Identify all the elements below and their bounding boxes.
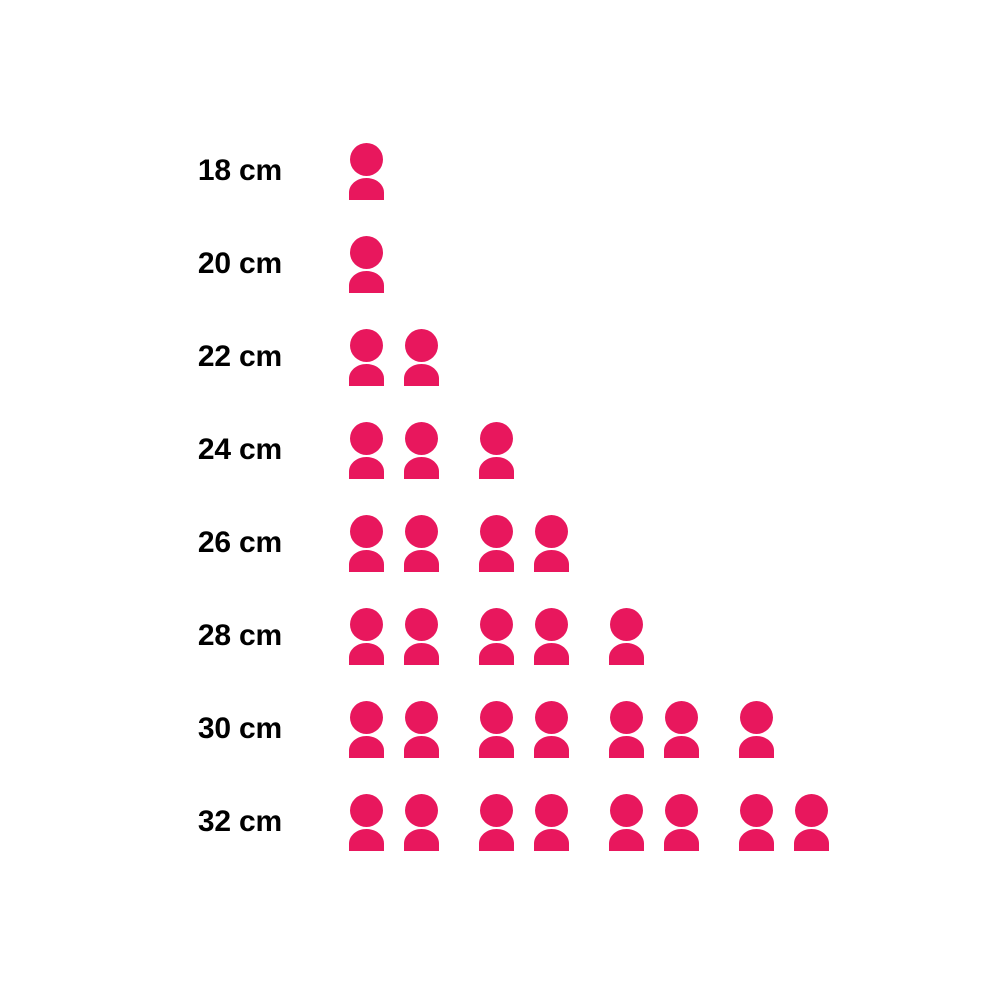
person-icon [534,515,569,572]
row-icon-group [343,142,390,200]
row-label: 32 cm [197,805,282,838]
row-icon-group [343,235,390,293]
icon-pair [473,793,575,851]
person-icon [479,608,514,665]
icon-pair [343,793,445,851]
pictogram-row: 28 cm [0,607,1000,665]
row-icon-group [343,328,445,386]
icon-pair [473,700,575,758]
person-icon [609,608,644,665]
person-icon [534,608,569,665]
person-icon [404,515,439,572]
person-icon [534,701,569,758]
person-icon [349,236,384,293]
icon-pair [343,700,445,758]
person-icon [349,515,384,572]
row-icon-group [343,421,520,479]
person-icon [664,701,699,758]
icon-pair [343,421,445,479]
icon-pair [603,700,705,758]
person-icon [739,794,774,851]
icon-pair [343,142,390,200]
icon-pair [473,514,575,572]
pictogram-row: 26 cm [0,514,1000,572]
person-icon [404,794,439,851]
row-label: 20 cm [197,247,282,280]
icon-pair [473,607,575,665]
person-icon [404,701,439,758]
pictogram-row: 24 cm [0,421,1000,479]
row-icon-group [343,514,575,572]
person-icon [349,794,384,851]
icon-pair [733,793,835,851]
row-label: 18 cm [197,154,282,187]
person-icon [794,794,829,851]
pictogram-row: 20 cm [0,235,1000,293]
person-icon [609,794,644,851]
icon-pair [343,607,445,665]
person-icon [534,794,569,851]
person-icon [664,794,699,851]
row-label: 26 cm [197,526,282,559]
icon-pair [733,700,780,758]
person-icon [349,329,384,386]
pictogram-row: 30 cm [0,700,1000,758]
person-icon [349,143,384,200]
row-label: 28 cm [197,619,282,652]
row-label: 22 cm [197,340,282,373]
pictogram-row: 18 cm [0,142,1000,200]
icon-pair [343,328,445,386]
icon-pair [473,421,520,479]
icon-pair [603,607,650,665]
row-icon-group [343,793,835,851]
person-icon [404,329,439,386]
row-icon-group [343,700,780,758]
person-icon [479,794,514,851]
pictogram-row: 32 cm [0,793,1000,851]
person-icon [479,422,514,479]
person-icon [404,422,439,479]
person-icon [404,608,439,665]
person-icon [349,422,384,479]
icon-pair [603,793,705,851]
person-icon [349,608,384,665]
person-icon [479,515,514,572]
person-icon [479,701,514,758]
row-label: 24 cm [197,433,282,466]
row-icon-group [343,607,650,665]
icon-pair [343,235,390,293]
person-icon [609,701,644,758]
person-icon [349,701,384,758]
pictogram-row: 22 cm [0,328,1000,386]
row-label: 30 cm [197,712,282,745]
icon-pair [343,514,445,572]
person-icon [739,701,774,758]
